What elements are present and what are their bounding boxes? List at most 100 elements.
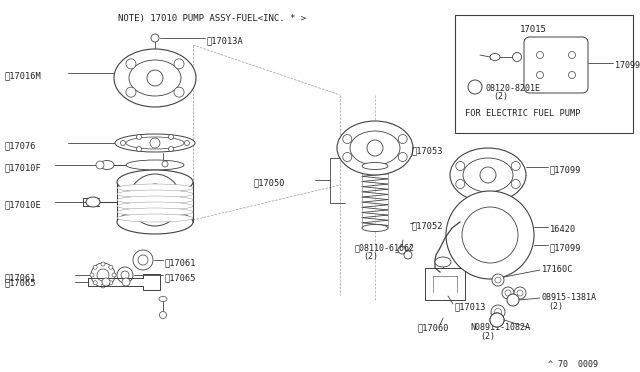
- Text: 17160C: 17160C: [542, 266, 573, 275]
- Circle shape: [117, 267, 133, 283]
- Text: ※08110-61662: ※08110-61662: [355, 244, 415, 253]
- Circle shape: [159, 311, 166, 318]
- Circle shape: [138, 255, 148, 265]
- Text: FOR ELECTRIC FUEL PUMP: FOR ELECTRIC FUEL PUMP: [465, 109, 580, 118]
- Circle shape: [168, 147, 173, 151]
- Ellipse shape: [117, 184, 193, 192]
- Ellipse shape: [114, 49, 196, 107]
- Text: ※17050: ※17050: [253, 179, 285, 187]
- Text: 08915-1381A: 08915-1381A: [542, 294, 597, 302]
- Circle shape: [147, 70, 163, 86]
- Circle shape: [398, 153, 407, 161]
- Text: 08120-8201E: 08120-8201E: [485, 84, 540, 93]
- Text: ※17076: ※17076: [5, 141, 36, 151]
- Text: (2): (2): [548, 301, 563, 311]
- Circle shape: [126, 59, 136, 69]
- Circle shape: [511, 161, 520, 170]
- Circle shape: [120, 141, 125, 145]
- Circle shape: [568, 51, 575, 58]
- Circle shape: [90, 273, 94, 277]
- Circle shape: [462, 207, 518, 263]
- Circle shape: [96, 161, 104, 169]
- Text: N: N: [495, 312, 499, 321]
- Text: ※17065: ※17065: [165, 273, 196, 282]
- Ellipse shape: [362, 163, 388, 170]
- Circle shape: [129, 174, 181, 226]
- Circle shape: [517, 290, 523, 296]
- Circle shape: [343, 153, 352, 161]
- Ellipse shape: [450, 148, 526, 202]
- Circle shape: [162, 161, 168, 167]
- Circle shape: [133, 250, 153, 270]
- Circle shape: [480, 167, 496, 183]
- Text: ※17061: ※17061: [165, 259, 196, 267]
- Text: (2): (2): [480, 331, 495, 340]
- Text: ※17052: ※17052: [412, 221, 444, 231]
- Circle shape: [490, 313, 504, 327]
- Circle shape: [91, 263, 115, 287]
- Ellipse shape: [463, 158, 513, 192]
- Circle shape: [536, 71, 543, 78]
- Text: ※17010E: ※17010E: [5, 201, 42, 209]
- Text: ^ 70  0009: ^ 70 0009: [548, 360, 598, 369]
- Ellipse shape: [435, 257, 451, 267]
- Circle shape: [168, 134, 173, 140]
- Circle shape: [398, 246, 406, 254]
- Ellipse shape: [159, 296, 167, 301]
- Circle shape: [468, 80, 482, 94]
- Circle shape: [151, 34, 159, 42]
- Circle shape: [109, 281, 113, 285]
- Text: 16420: 16420: [550, 225, 576, 234]
- Circle shape: [404, 251, 412, 259]
- Ellipse shape: [117, 202, 193, 210]
- Ellipse shape: [117, 210, 193, 234]
- Circle shape: [174, 87, 184, 97]
- Ellipse shape: [490, 54, 500, 61]
- Circle shape: [109, 265, 113, 269]
- Circle shape: [536, 51, 543, 58]
- Text: ※17013A: ※17013A: [207, 36, 244, 45]
- Text: NOTE) 17010 PUMP ASSY-FUEL<INC. * >: NOTE) 17010 PUMP ASSY-FUEL<INC. * >: [118, 14, 306, 23]
- Ellipse shape: [117, 214, 193, 222]
- Circle shape: [93, 281, 97, 285]
- Circle shape: [184, 141, 189, 145]
- Circle shape: [502, 287, 514, 299]
- Text: ※17099: ※17099: [550, 166, 582, 174]
- Text: (2): (2): [363, 251, 378, 260]
- Ellipse shape: [337, 121, 413, 175]
- Circle shape: [126, 87, 136, 97]
- Bar: [455, 15, 633, 133]
- Circle shape: [456, 180, 465, 189]
- Text: ※17016M: ※17016M: [5, 71, 42, 80]
- Text: ※17010F: ※17010F: [5, 164, 42, 173]
- Text: 170990: 170990: [615, 61, 640, 71]
- Ellipse shape: [126, 137, 184, 149]
- Circle shape: [568, 71, 575, 78]
- Text: ※17053: ※17053: [412, 147, 444, 155]
- Text: B: B: [473, 84, 477, 93]
- Ellipse shape: [117, 196, 193, 204]
- Circle shape: [174, 59, 184, 69]
- Ellipse shape: [86, 197, 100, 207]
- Ellipse shape: [117, 170, 193, 194]
- Circle shape: [507, 294, 519, 306]
- Circle shape: [505, 290, 511, 296]
- Circle shape: [398, 135, 407, 144]
- Circle shape: [102, 278, 110, 286]
- FancyBboxPatch shape: [524, 37, 588, 93]
- Circle shape: [136, 147, 141, 151]
- Circle shape: [150, 138, 160, 148]
- Circle shape: [446, 191, 534, 279]
- Text: N: N: [495, 312, 499, 321]
- Circle shape: [136, 134, 141, 140]
- Circle shape: [101, 284, 105, 288]
- Text: ※17013: ※17013: [455, 302, 486, 311]
- Text: ※17061: ※17061: [5, 273, 36, 282]
- Circle shape: [492, 274, 504, 286]
- Circle shape: [112, 273, 116, 277]
- Circle shape: [511, 180, 520, 189]
- Circle shape: [514, 287, 526, 299]
- Ellipse shape: [117, 208, 193, 216]
- Ellipse shape: [362, 224, 388, 231]
- Circle shape: [343, 135, 352, 144]
